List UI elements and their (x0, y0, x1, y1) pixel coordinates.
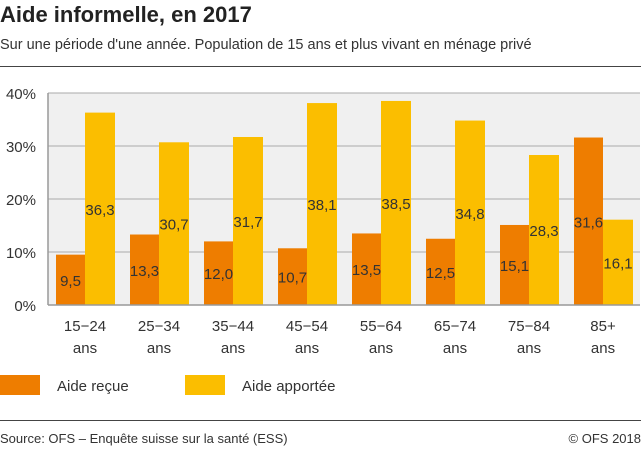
bar-aide-recue (56, 254, 85, 305)
data-label: 31,7 (233, 214, 262, 231)
legend-label: Aide apportée (242, 378, 335, 395)
source-note: Source: OFS – Enquête suisse sur la sant… (0, 431, 288, 446)
bar-aide-apportee (233, 136, 263, 305)
x-tick-label: 55−64 (360, 318, 402, 335)
x-tick-label: ans (443, 340, 467, 357)
data-label: 13,3 (130, 263, 159, 280)
copyright: © OFS 2018 (568, 431, 641, 446)
bar-aide-recue (204, 241, 233, 305)
data-label: 16,1 (603, 255, 632, 272)
bar-aide-apportee (307, 103, 337, 305)
data-label: 30,7 (159, 217, 188, 234)
chart-subtitle: Sur une période d'une année. Population … (0, 37, 532, 53)
x-tick-label: 35−44 (212, 318, 254, 335)
legend-label: Aide reçue (57, 378, 129, 395)
data-label: 15,1 (500, 258, 529, 275)
x-tick-label: 65−74 (434, 318, 476, 335)
y-tick-label: 40% (6, 86, 36, 103)
x-tick-label: 25−34 (138, 318, 180, 335)
y-tick-label: 20% (6, 192, 36, 209)
data-label: 31,6 (574, 214, 603, 231)
y-tick-label: 0% (14, 298, 36, 315)
bar-aide-recue (426, 238, 455, 305)
x-tick-label: ans (369, 340, 393, 357)
x-tick-label: ans (591, 340, 615, 357)
legend-swatch (185, 375, 225, 395)
x-tick-label: ans (221, 340, 245, 357)
x-tick-label: 45−54 (286, 318, 328, 335)
x-tick-label: 15−24 (64, 318, 106, 335)
chart-title: Aide informelle, en 2017 (0, 2, 252, 27)
bar-aide-apportee (529, 155, 559, 305)
top-divider (0, 66, 641, 67)
data-label: 36,3 (85, 202, 114, 219)
data-label: 38,5 (381, 196, 410, 213)
bar-aide-recue (574, 137, 603, 305)
data-label: 9,5 (60, 273, 81, 290)
data-label: 10,7 (278, 270, 307, 287)
bar-aide-apportee (381, 100, 411, 305)
y-tick-label: 10% (6, 245, 36, 262)
data-label: 34,8 (455, 206, 484, 223)
x-tick-label: ans (73, 340, 97, 357)
bar-aide-recue (500, 224, 529, 305)
bar-aide-recue (352, 233, 381, 305)
legend-swatch (0, 375, 40, 395)
bar-aide-apportee (603, 219, 633, 305)
data-label: 12,5 (426, 265, 455, 282)
data-label: 38,1 (307, 197, 336, 214)
bar-aide-recue (130, 234, 159, 305)
bottom-divider (0, 420, 641, 421)
bar-aide-apportee (159, 142, 189, 305)
x-tick-label: ans (517, 340, 541, 357)
bar-aide-apportee (85, 112, 115, 305)
x-tick-label: ans (147, 340, 171, 357)
data-label: 12,0 (204, 266, 233, 283)
data-label: 28,3 (529, 223, 558, 240)
data-label: 13,5 (352, 262, 381, 279)
bar-aide-apportee (455, 120, 485, 305)
bar-aide-recue (278, 248, 307, 305)
x-tick-label: ans (295, 340, 319, 357)
y-tick-label: 30% (6, 139, 36, 156)
x-tick-label: 75−84 (508, 318, 550, 335)
x-tick-label: 85+ (590, 318, 616, 335)
